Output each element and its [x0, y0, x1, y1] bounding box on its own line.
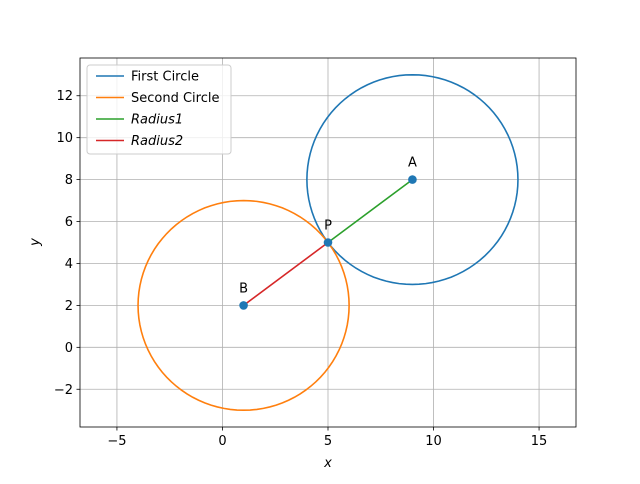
x-tick-label: 0 — [218, 434, 226, 449]
legend-label: Radius1 — [131, 113, 183, 128]
x-tick-label: 10 — [425, 434, 442, 449]
y-tick-label: 6 — [65, 215, 73, 230]
point-marker-p — [324, 238, 333, 247]
y-tick-label: 10 — [56, 131, 73, 146]
y-tick-label: −2 — [54, 383, 73, 398]
y-tick-label: 12 — [56, 89, 73, 104]
y-tick-label: 0 — [65, 341, 73, 356]
y-tick-label: 8 — [65, 173, 73, 188]
legend-label: Radius2 — [131, 134, 183, 149]
x-axis-label: x — [323, 456, 332, 471]
legend-label: First Circle — [131, 70, 199, 85]
legend: First Circle Second Circle Radius1 Radius2 — [87, 65, 231, 154]
x-tick-label: 15 — [531, 434, 548, 449]
y-tick-label: 2 — [65, 299, 73, 314]
x-tick-label: −5 — [107, 434, 126, 449]
point-marker-a — [408, 175, 417, 184]
x-tick-label: 5 — [324, 434, 332, 449]
point-marker-b — [239, 301, 248, 310]
y-axis-label: y — [28, 238, 43, 247]
point-label-a: A — [408, 156, 417, 171]
point-label-b: B — [239, 281, 248, 296]
legend-label: Second Circle — [131, 91, 219, 106]
y-tick-label: 4 — [65, 257, 73, 272]
point-label-p: P — [324, 219, 332, 234]
